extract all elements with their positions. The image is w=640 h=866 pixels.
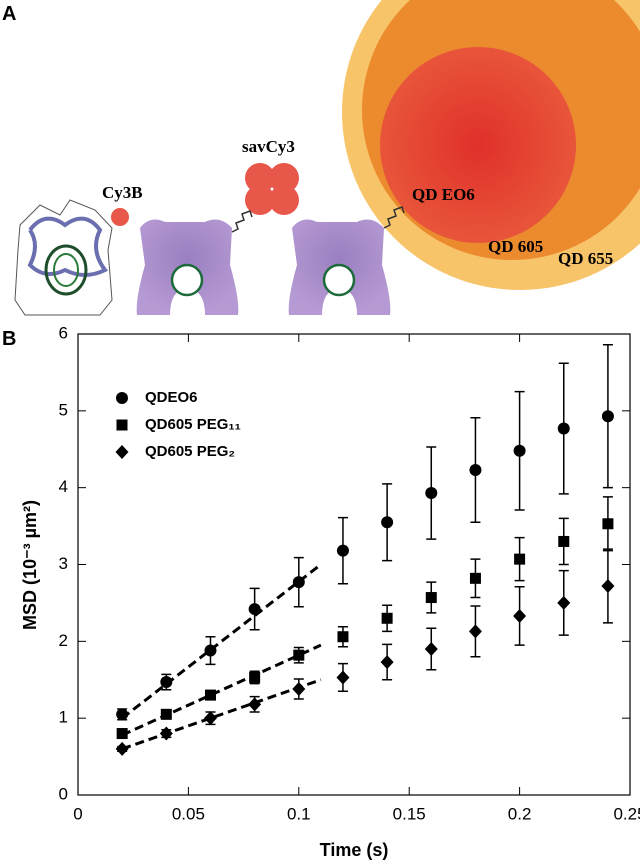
data-point (160, 676, 173, 689)
data-point (248, 697, 262, 712)
y-tick-label: 1 (59, 708, 68, 727)
data-point (469, 572, 481, 584)
x-tick-label: 0.2 (508, 804, 532, 823)
fit-line (121, 563, 322, 720)
data-point (204, 689, 216, 701)
data-point (425, 592, 437, 604)
cy3b-label: Cy3B (102, 183, 143, 202)
data-point (381, 612, 393, 624)
data-point (602, 518, 614, 530)
fit-line (121, 678, 322, 751)
data-point (249, 671, 261, 683)
protein-left (136, 210, 253, 315)
data-point (203, 711, 217, 726)
y-tick-label: 2 (59, 631, 68, 650)
x-tick-label: 0.15 (393, 804, 426, 823)
data-point (159, 726, 173, 741)
data-point (337, 631, 349, 643)
y-tick-label: 5 (59, 400, 68, 419)
legend-label: QDEO6 (145, 389, 198, 406)
data-point (513, 608, 527, 623)
data-point (116, 708, 129, 721)
data-point (336, 544, 349, 557)
data-point (468, 624, 482, 639)
fit-line (121, 643, 322, 737)
legend-marker (116, 392, 128, 404)
data-point (160, 708, 172, 720)
qd-655-label: QD 655 (558, 249, 613, 268)
x-tick-label: 0.05 (172, 804, 205, 823)
data-point (469, 463, 482, 476)
panel-label: B (2, 328, 16, 350)
y-tick-label: 4 (59, 477, 68, 496)
data-point (292, 681, 306, 696)
data-point (380, 655, 394, 670)
legend-label: QD605 PEG₁₁ (145, 416, 241, 433)
data-point (425, 487, 438, 500)
data-point (601, 579, 615, 594)
legend-marker (115, 445, 129, 459)
data-point (557, 595, 571, 610)
legend-marker (116, 419, 128, 431)
legend-label: QD605 PEG₂ (145, 443, 235, 460)
data-point (292, 576, 305, 589)
panel-a: A Cy3B savCy3 QD EO6 QD 605 QD 655 (2, 0, 640, 316)
data-point (336, 670, 350, 685)
data-point (513, 444, 526, 457)
qdeo6 (380, 47, 576, 243)
y-axis-label: MSD (10⁻³ µm²) (20, 500, 40, 630)
protein-right (288, 206, 405, 315)
x-axis-label: Time (s) (320, 840, 389, 860)
data-point (115, 741, 129, 756)
data-point (381, 516, 394, 529)
data-point (601, 410, 614, 423)
data-point (557, 422, 570, 435)
x-tick-label: 0.1 (287, 804, 311, 823)
data-point (424, 642, 438, 657)
savcy3-label: savCy3 (242, 137, 295, 156)
savcy3-shape (245, 163, 299, 215)
qd-605-label: QD 605 (488, 237, 543, 256)
panel-label: A (2, 3, 16, 25)
y-tick-label: 3 (59, 554, 68, 573)
data-point (116, 728, 128, 740)
data-point (293, 649, 305, 661)
x-tick-label: 0 (73, 804, 82, 823)
data-point (514, 553, 526, 565)
data-point (204, 644, 217, 657)
y-tick-label: 6 (59, 323, 68, 342)
data-point (248, 603, 261, 616)
x-tick-label: 0.25 (613, 804, 640, 823)
data-point (558, 535, 570, 547)
qd-eo6-label: QD EO6 (412, 185, 475, 204)
cy3b-shape (111, 208, 129, 226)
nucleosome-structure (14, 199, 113, 316)
y-tick-label: 0 (59, 784, 68, 803)
